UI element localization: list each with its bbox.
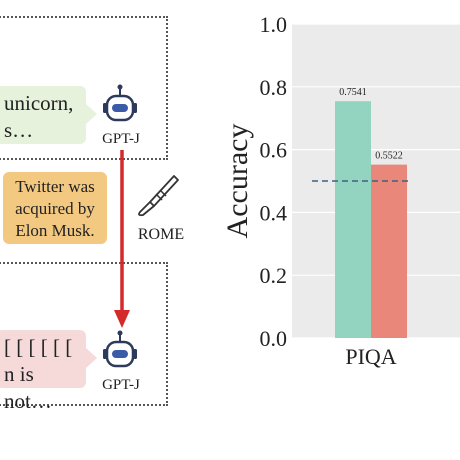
y-tick-label: 1.0	[260, 12, 288, 37]
fact-line3: Elon Musk.	[15, 221, 95, 240]
scalpel-icon	[138, 175, 179, 217]
bottom-output-line2: n is not…	[4, 362, 52, 413]
y-axis-title: Accuracy	[221, 124, 254, 239]
edited-model-box	[0, 262, 168, 406]
fact-line2: acquired by	[15, 199, 95, 218]
edit-method-label: ROME	[137, 226, 185, 243]
bottom-output-bubble: [ [ [ [ [ [ n is not…	[0, 330, 86, 413]
bar-value-label: 0.5522	[375, 151, 403, 162]
bar-piqa-1	[335, 101, 371, 338]
y-tick-label: 0.0	[260, 326, 288, 351]
top-output-line1: unicorn,	[4, 91, 74, 115]
x-tick-label: PIQA	[345, 344, 396, 369]
edit-arrow	[114, 150, 130, 328]
bar-piqa-2	[371, 164, 407, 338]
model-bottom-label: GPT-J	[102, 377, 140, 393]
top-bubble-tail	[86, 104, 97, 124]
robot-icon	[103, 330, 137, 368]
top-output-line2: s…	[4, 118, 34, 142]
y-tick-label: 0.6	[260, 138, 288, 163]
original-model-box	[0, 16, 168, 160]
y-tick-label: 0.2	[260, 263, 288, 288]
bar-value-label: 0.7541	[339, 87, 367, 98]
robot-icon	[103, 84, 137, 122]
bottom-bubble-tail	[86, 348, 97, 368]
y-tick-label: 0.8	[260, 75, 288, 100]
y-tick-label: 0.4	[260, 200, 288, 225]
fact-box: Twitter was acquired by Elon Musk.	[3, 172, 107, 244]
bottom-output-line1: [ [ [ [ [ [	[4, 335, 73, 359]
model-top-label: GPT-J	[102, 131, 140, 147]
fact-line1: Twitter was	[15, 177, 95, 196]
top-output-bubble: unicorn, s…	[0, 86, 86, 144]
